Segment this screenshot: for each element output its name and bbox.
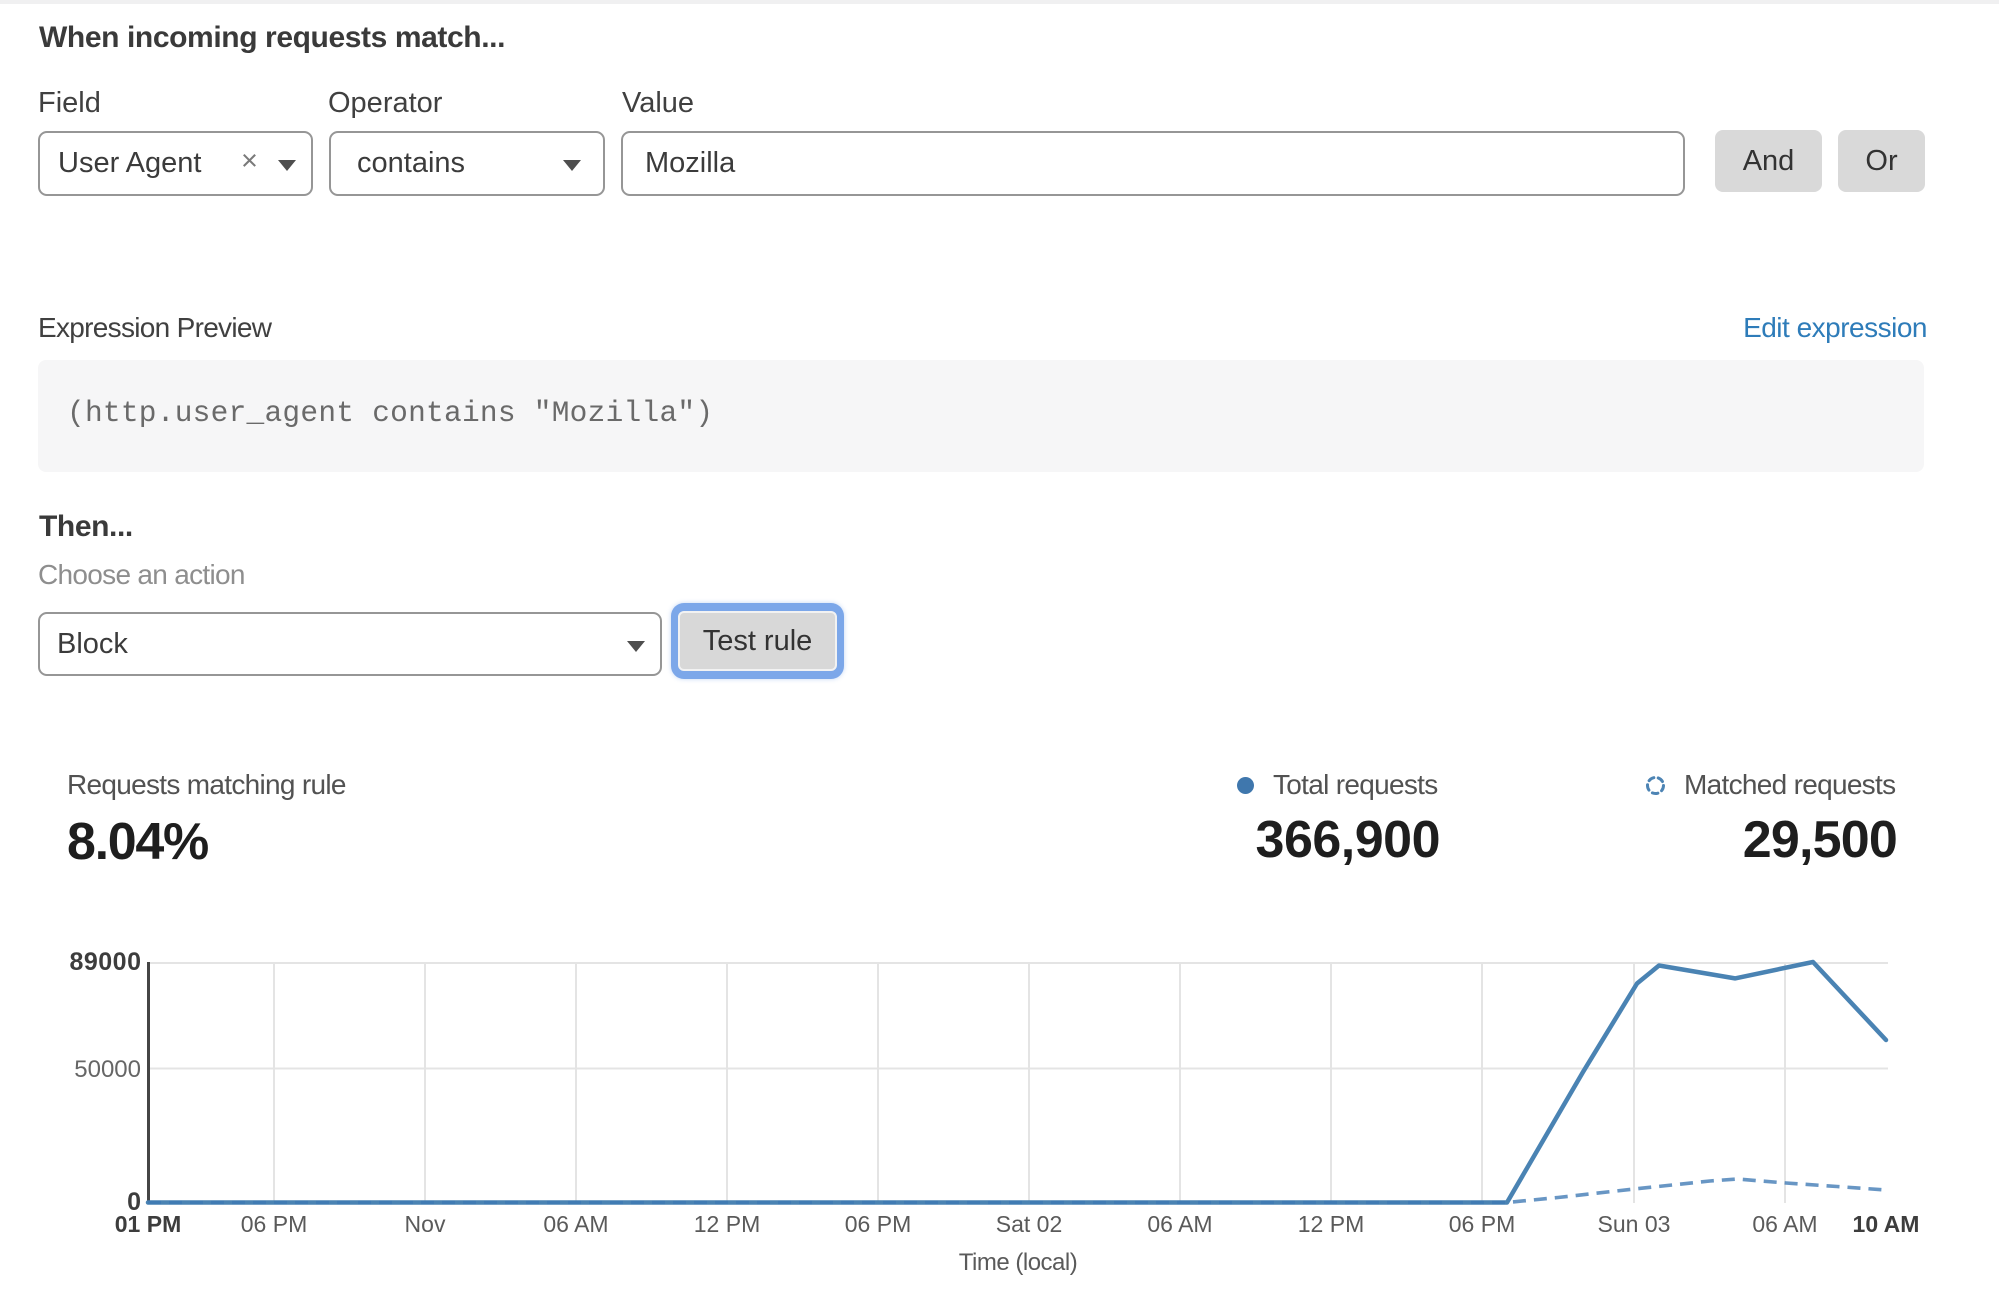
svg-text:06 AM: 06 AM [1752, 1211, 1817, 1237]
svg-text:Time (local): Time (local) [959, 1249, 1077, 1276]
svg-text:06 AM: 06 AM [543, 1211, 608, 1237]
svg-text:12 PM: 12 PM [694, 1211, 760, 1237]
svg-text:Sun 03: Sun 03 [1598, 1211, 1671, 1237]
svg-text:06 PM: 06 PM [1449, 1211, 1515, 1237]
svg-text:Nov: Nov [405, 1211, 446, 1237]
svg-text:Sat 02: Sat 02 [996, 1211, 1063, 1237]
svg-text:06 PM: 06 PM [241, 1211, 307, 1237]
svg-text:06 PM: 06 PM [845, 1211, 911, 1237]
svg-text:50000: 50000 [74, 1056, 141, 1083]
svg-text:06 AM: 06 AM [1147, 1211, 1212, 1237]
svg-text:89000: 89000 [69, 948, 141, 976]
svg-text:10 AM: 10 AM [1853, 1211, 1920, 1237]
svg-text:01 PM: 01 PM [115, 1211, 181, 1237]
svg-text:0: 0 [127, 1188, 141, 1216]
svg-text:12 PM: 12 PM [1298, 1211, 1364, 1237]
